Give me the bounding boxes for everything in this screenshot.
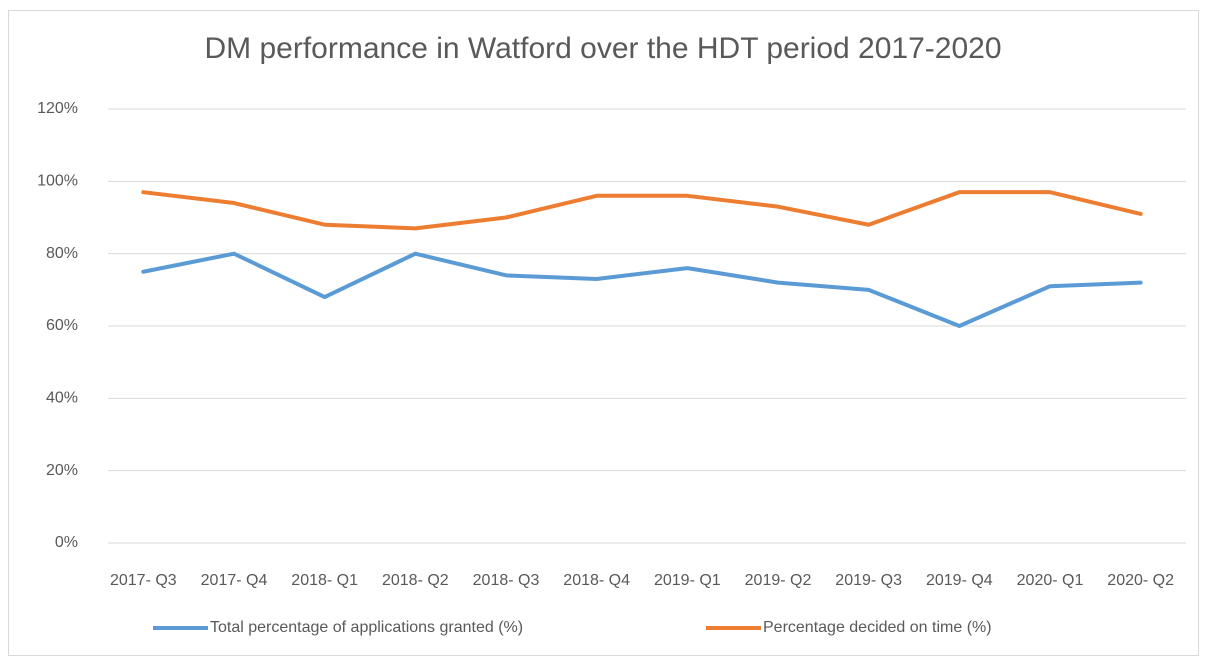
y-tick-label: 40% xyxy=(46,390,78,407)
x-tick-label: 2020- Q1 xyxy=(1017,572,1084,589)
x-tick-label: 2018- Q2 xyxy=(382,572,449,589)
legend-label: Percentage decided on time (%) xyxy=(763,619,992,636)
chart-title: DM performance in Watford over the HDT p… xyxy=(204,32,1001,65)
legend-label: Total percentage of applications granted… xyxy=(210,619,523,636)
chart-border xyxy=(8,10,1199,656)
y-tick-label: 100% xyxy=(37,173,78,190)
y-tick-label: 0% xyxy=(55,534,78,551)
x-tick-label: 2017- Q4 xyxy=(201,572,268,589)
x-tick-label: 2019- Q1 xyxy=(654,572,721,589)
x-tick-label: 2019- Q3 xyxy=(835,572,902,589)
x-tick-label: 2018- Q4 xyxy=(563,572,630,589)
y-tick-label: 60% xyxy=(46,317,78,334)
y-tick-label: 20% xyxy=(46,462,78,479)
x-tick-label: 2018- Q1 xyxy=(291,572,358,589)
y-tick-label: 80% xyxy=(46,245,78,262)
series-line xyxy=(141,251,1143,328)
x-tick-label: 2017- Q3 xyxy=(110,572,177,589)
y-tick-label: 120% xyxy=(37,100,78,117)
series-line xyxy=(141,190,1143,231)
x-tick-label: 2020- Q2 xyxy=(1107,572,1174,589)
x-tick-label: 2018- Q3 xyxy=(473,572,540,589)
x-tick-label: 2019- Q2 xyxy=(745,572,812,589)
x-tick-label: 2019- Q4 xyxy=(926,572,993,589)
